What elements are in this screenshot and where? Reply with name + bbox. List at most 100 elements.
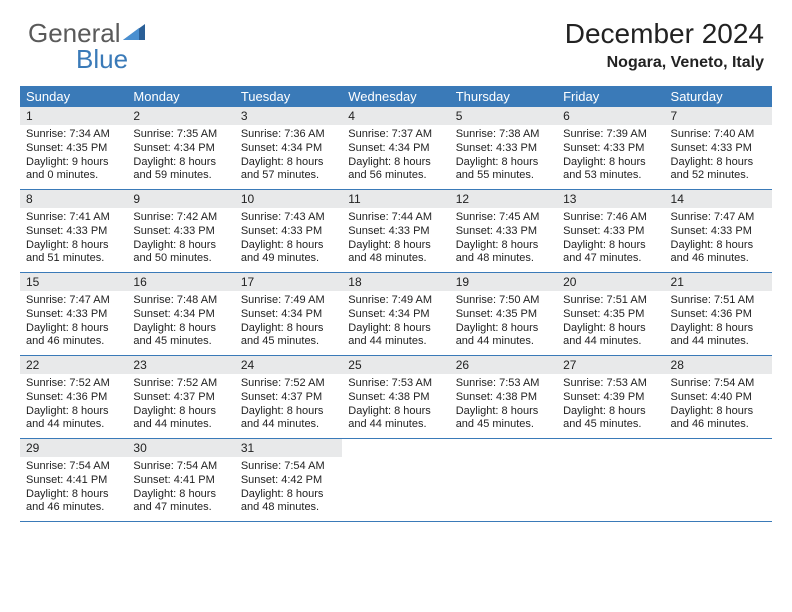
- sunrise-line: Sunrise: 7:51 AM: [671, 294, 766, 308]
- sunset-line: Sunset: 4:34 PM: [133, 142, 228, 156]
- calendar-cell: 1Sunrise: 7:34 AMSunset: 4:35 PMDaylight…: [20, 107, 127, 190]
- daylight-line: Daylight: 8 hours and 45 minutes.: [133, 322, 228, 350]
- calendar-week-row: 1Sunrise: 7:34 AMSunset: 4:35 PMDaylight…: [20, 107, 772, 190]
- sunset-line: Sunset: 4:40 PM: [671, 391, 766, 405]
- day-number: 14: [665, 190, 772, 208]
- daylight-line: Daylight: 8 hours and 47 minutes.: [563, 239, 658, 267]
- weekday-header: Wednesday: [342, 86, 449, 107]
- day-content: Sunrise: 7:54 AMSunset: 4:41 PMDaylight:…: [127, 457, 234, 521]
- calendar-cell: 15Sunrise: 7:47 AMSunset: 4:33 PMDayligh…: [20, 273, 127, 356]
- sunrise-line: Sunrise: 7:49 AM: [348, 294, 443, 308]
- day-content: Sunrise: 7:53 AMSunset: 4:38 PMDaylight:…: [342, 374, 449, 438]
- sunset-line: Sunset: 4:33 PM: [563, 142, 658, 156]
- sunrise-line: Sunrise: 7:36 AM: [241, 128, 336, 142]
- day-content: Sunrise: 7:51 AMSunset: 4:35 PMDaylight:…: [557, 291, 664, 355]
- calendar-cell: 9Sunrise: 7:42 AMSunset: 4:33 PMDaylight…: [127, 190, 234, 273]
- sunrise-line: Sunrise: 7:49 AM: [241, 294, 336, 308]
- calendar-cell: 26Sunrise: 7:53 AMSunset: 4:38 PMDayligh…: [450, 356, 557, 439]
- day-content: Sunrise: 7:43 AMSunset: 4:33 PMDaylight:…: [235, 208, 342, 272]
- calendar-cell: 19Sunrise: 7:50 AMSunset: 4:35 PMDayligh…: [450, 273, 557, 356]
- day-number: 26: [450, 356, 557, 374]
- calendar-cell: 31Sunrise: 7:54 AMSunset: 4:42 PMDayligh…: [235, 439, 342, 522]
- daylight-line: Daylight: 8 hours and 56 minutes.: [348, 156, 443, 184]
- sunset-line: Sunset: 4:33 PM: [456, 142, 551, 156]
- daylight-line: Daylight: 8 hours and 46 minutes.: [26, 322, 121, 350]
- day-content: Sunrise: 7:40 AMSunset: 4:33 PMDaylight:…: [665, 125, 772, 189]
- day-content: Sunrise: 7:41 AMSunset: 4:33 PMDaylight:…: [20, 208, 127, 272]
- sunset-line: Sunset: 4:35 PM: [456, 308, 551, 322]
- day-content: Sunrise: 7:42 AMSunset: 4:33 PMDaylight:…: [127, 208, 234, 272]
- sunset-line: Sunset: 4:37 PM: [133, 391, 228, 405]
- day-content: Sunrise: 7:39 AMSunset: 4:33 PMDaylight:…: [557, 125, 664, 189]
- day-content: Sunrise: 7:52 AMSunset: 4:36 PMDaylight:…: [20, 374, 127, 438]
- weekday-header: Sunday: [20, 86, 127, 107]
- sunset-line: Sunset: 4:35 PM: [563, 308, 658, 322]
- day-number: 23: [127, 356, 234, 374]
- calendar-cell: 7Sunrise: 7:40 AMSunset: 4:33 PMDaylight…: [665, 107, 772, 190]
- calendar-cell: 20Sunrise: 7:51 AMSunset: 4:35 PMDayligh…: [557, 273, 664, 356]
- sunset-line: Sunset: 4:33 PM: [241, 225, 336, 239]
- daylight-line: Daylight: 8 hours and 45 minutes.: [563, 405, 658, 433]
- sunset-line: Sunset: 4:33 PM: [563, 225, 658, 239]
- sunrise-line: Sunrise: 7:53 AM: [456, 377, 551, 391]
- calendar-cell: 28Sunrise: 7:54 AMSunset: 4:40 PMDayligh…: [665, 356, 772, 439]
- calendar-cell: 24Sunrise: 7:52 AMSunset: 4:37 PMDayligh…: [235, 356, 342, 439]
- sunset-line: Sunset: 4:36 PM: [26, 391, 121, 405]
- location-label: Nogara, Veneto, Italy: [565, 54, 764, 72]
- sunset-line: Sunset: 4:42 PM: [241, 474, 336, 488]
- sunrise-line: Sunrise: 7:52 AM: [133, 377, 228, 391]
- sunset-line: Sunset: 4:38 PM: [348, 391, 443, 405]
- day-number: 19: [450, 273, 557, 291]
- sunrise-line: Sunrise: 7:38 AM: [456, 128, 551, 142]
- calendar-cell: ..: [450, 439, 557, 522]
- sunset-line: Sunset: 4:33 PM: [133, 225, 228, 239]
- weekday-header: Monday: [127, 86, 234, 107]
- sunset-line: Sunset: 4:34 PM: [241, 142, 336, 156]
- sunset-line: Sunset: 4:35 PM: [26, 142, 121, 156]
- sunrise-line: Sunrise: 7:47 AM: [26, 294, 121, 308]
- daylight-line: Daylight: 8 hours and 44 minutes.: [348, 405, 443, 433]
- day-number: 12: [450, 190, 557, 208]
- sunrise-line: Sunrise: 7:53 AM: [563, 377, 658, 391]
- daylight-line: Daylight: 8 hours and 44 minutes.: [348, 322, 443, 350]
- day-content: Sunrise: 7:48 AMSunset: 4:34 PMDaylight:…: [127, 291, 234, 355]
- sunrise-line: Sunrise: 7:51 AM: [563, 294, 658, 308]
- sunset-line: Sunset: 4:37 PM: [241, 391, 336, 405]
- day-number: 22: [20, 356, 127, 374]
- calendar-week-row: 29Sunrise: 7:54 AMSunset: 4:41 PMDayligh…: [20, 439, 772, 522]
- daylight-line: Daylight: 8 hours and 53 minutes.: [563, 156, 658, 184]
- day-number: 20: [557, 273, 664, 291]
- day-number: 3: [235, 107, 342, 125]
- day-number: 31: [235, 439, 342, 457]
- sunrise-line: Sunrise: 7:34 AM: [26, 128, 121, 142]
- sunset-line: Sunset: 4:38 PM: [456, 391, 551, 405]
- day-number: 30: [127, 439, 234, 457]
- daylight-line: Daylight: 8 hours and 44 minutes.: [241, 405, 336, 433]
- calendar-week-row: 8Sunrise: 7:41 AMSunset: 4:33 PMDaylight…: [20, 190, 772, 273]
- calendar-cell: 5Sunrise: 7:38 AMSunset: 4:33 PMDaylight…: [450, 107, 557, 190]
- daylight-line: Daylight: 8 hours and 48 minutes.: [241, 488, 336, 516]
- sunrise-line: Sunrise: 7:44 AM: [348, 211, 443, 225]
- daylight-line: Daylight: 8 hours and 59 minutes.: [133, 156, 228, 184]
- daylight-line: Daylight: 8 hours and 49 minutes.: [241, 239, 336, 267]
- daylight-line: Daylight: 8 hours and 55 minutes.: [456, 156, 551, 184]
- daylight-line: Daylight: 8 hours and 44 minutes.: [26, 405, 121, 433]
- daylight-line: Daylight: 8 hours and 46 minutes.: [26, 488, 121, 516]
- day-content: Sunrise: 7:50 AMSunset: 4:35 PMDaylight:…: [450, 291, 557, 355]
- sunrise-line: Sunrise: 7:48 AM: [133, 294, 228, 308]
- sunrise-line: Sunrise: 7:41 AM: [26, 211, 121, 225]
- sunrise-line: Sunrise: 7:54 AM: [671, 377, 766, 391]
- day-number: 28: [665, 356, 772, 374]
- day-content: Sunrise: 7:49 AMSunset: 4:34 PMDaylight:…: [235, 291, 342, 355]
- calendar-week-row: 22Sunrise: 7:52 AMSunset: 4:36 PMDayligh…: [20, 356, 772, 439]
- calendar-grid: SundayMondayTuesdayWednesdayThursdayFrid…: [20, 86, 772, 522]
- sunrise-line: Sunrise: 7:43 AM: [241, 211, 336, 225]
- daylight-line: Daylight: 8 hours and 51 minutes.: [26, 239, 121, 267]
- day-number: 4: [342, 107, 449, 125]
- weekday-header: Thursday: [450, 86, 557, 107]
- sunset-line: Sunset: 4:33 PM: [26, 225, 121, 239]
- sunrise-line: Sunrise: 7:40 AM: [671, 128, 766, 142]
- calendar-cell: 23Sunrise: 7:52 AMSunset: 4:37 PMDayligh…: [127, 356, 234, 439]
- sunrise-line: Sunrise: 7:50 AM: [456, 294, 551, 308]
- day-content: Sunrise: 7:54 AMSunset: 4:42 PMDaylight:…: [235, 457, 342, 521]
